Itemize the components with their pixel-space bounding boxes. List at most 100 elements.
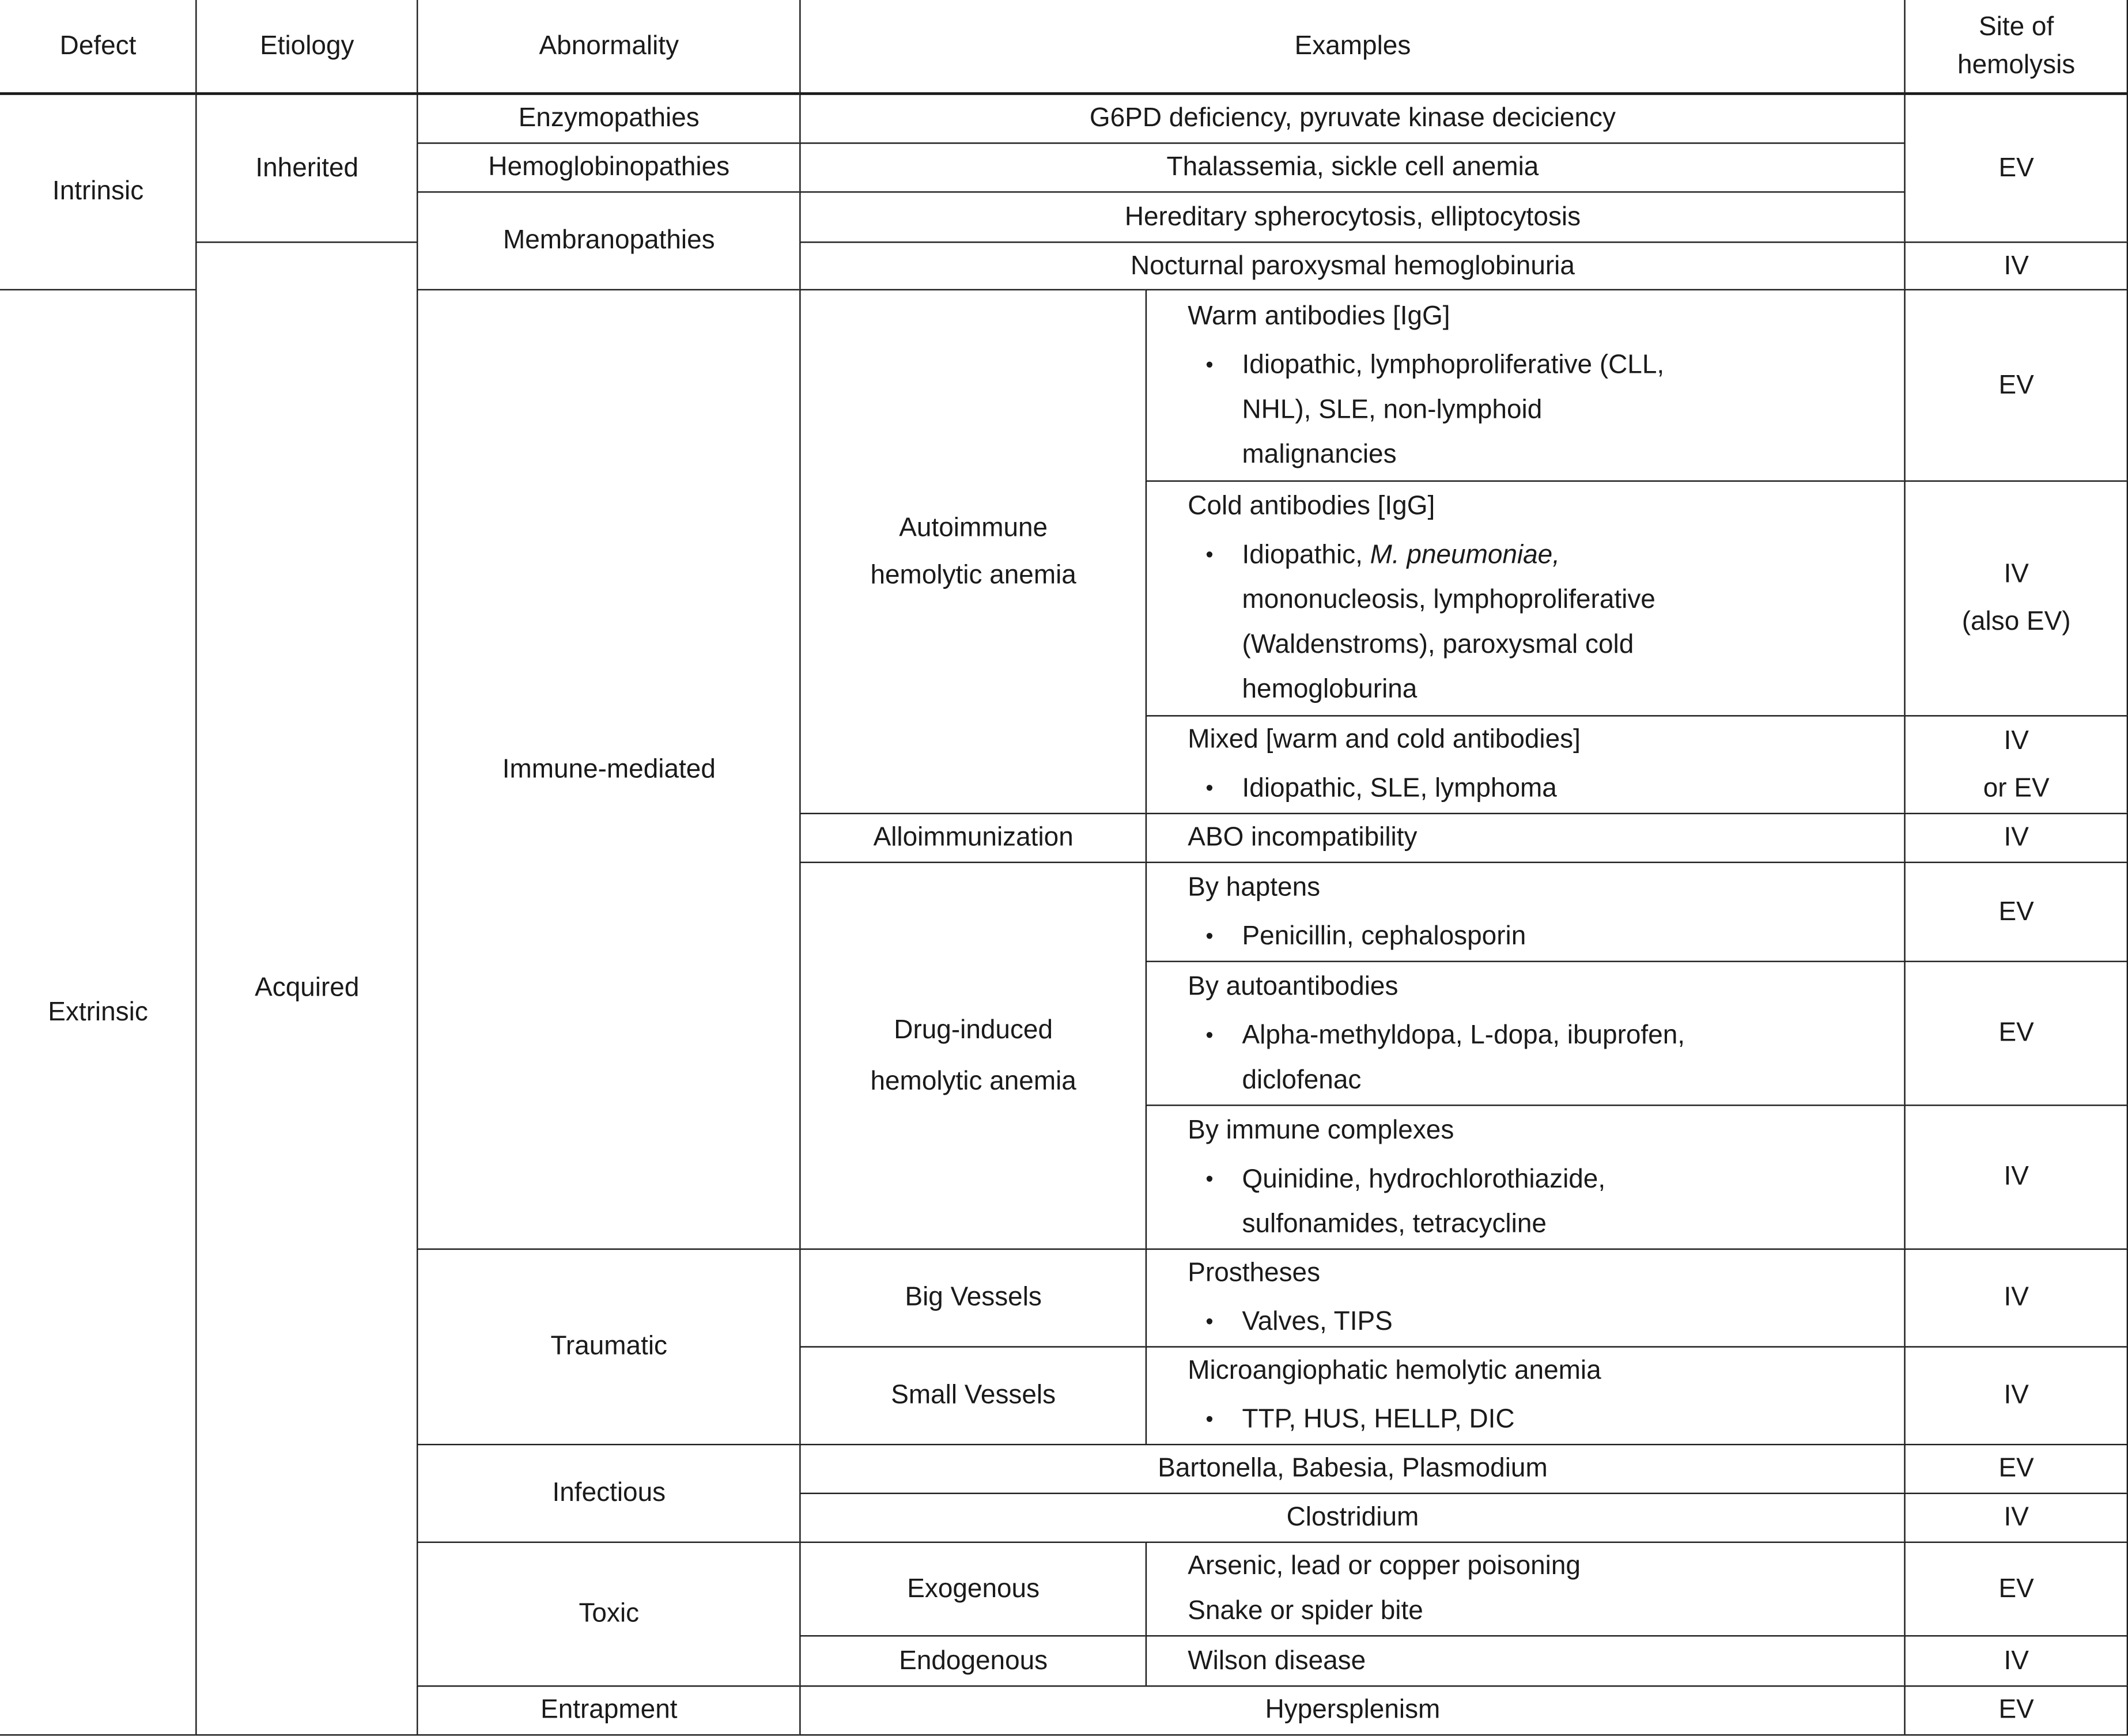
defect-intrinsic: Intrinsic [0, 93, 197, 291]
cell-text: Idiopathic, M. pneumoniae, [1242, 534, 1655, 578]
site-entrapment: EV [1904, 1685, 2128, 1736]
cell-text: Small Vessels [891, 1380, 1056, 1410]
cell-text: Membranopathies [502, 225, 715, 256]
bullet-item: • TTP, HUS, HELLP, DIC [1177, 1398, 1514, 1443]
cell-text: G6PD deficiency, pyruvate kinase decicie… [1089, 103, 1616, 134]
cell-text: Penicillin, cephalosporin [1242, 921, 1526, 951]
abnormality-traumatic: Traumatic [417, 1249, 802, 1446]
example-heading: Mixed [warm and cold antibodies] [1188, 725, 1581, 755]
header-text: Etiology [260, 31, 354, 61]
example-heading: Warm antibodies [IgG] [1188, 301, 1450, 331]
cell-text: Entrapment [540, 1695, 678, 1725]
defect-extrinsic: Extrinsic [0, 289, 197, 1736]
cell-text: Thalassemia, sickle cell anemia [1166, 152, 1539, 183]
bullet-item: • Idiopathic, M. pneumoniae, mononucleosis… [1177, 534, 1655, 713]
example-clostridium: Clostridium [799, 1493, 1906, 1544]
cell-text: malignancies [1242, 439, 1397, 470]
cell-text: Idiopathic, lymphoproliferative (CLL, [1242, 349, 1665, 380]
etiology-acquired: Acquired [195, 241, 418, 1736]
site-value: EV [1998, 1574, 2034, 1604]
cell-text: Snake or spider bite [1188, 1596, 1423, 1627]
abnormality-enzymopathies: Enzymopathies [417, 93, 802, 145]
example-heading: By haptens [1188, 872, 1321, 902]
cell-text: Alpha-methyldopa, L-dopa, ibuprofen, [1242, 1020, 1685, 1050]
cell-text: ABO incompatibility [1188, 822, 1418, 853]
subtype-big-vessels: Big Vessels [799, 1249, 1147, 1348]
example-cold: Cold antibodies [IgG] • Idiopathic, M. pn… [1146, 481, 1906, 717]
header-defect: Defect [0, 0, 197, 96]
cell-text: Idiopathic, SLE, lymphoma [1242, 773, 1557, 804]
header-abnormality: Abnormality [417, 0, 802, 96]
site-inherited: EV [1904, 93, 2128, 244]
site-value: EV [1998, 897, 2034, 926]
cell-text: Idiopathic, [1242, 540, 1370, 570]
site-abo: IV [1904, 813, 2128, 864]
cell-text: hemolytic anemia [870, 1066, 1076, 1097]
cell-text: NHL), SLE, non-lymphoid [1242, 394, 1543, 425]
site-value: EV [1998, 370, 2034, 400]
site-pnh: IV [1904, 241, 2128, 291]
subtype-small-vessels: Small Vessels [799, 1346, 1147, 1446]
site-exogenous: EV [1904, 1542, 2128, 1637]
cell-text: sulfonamides, tetracycline [1242, 1208, 1547, 1239]
bullet-icon: • [1205, 778, 1214, 801]
site-value: IV [2004, 1162, 2029, 1192]
cell-text: Valves, TIPS [1242, 1307, 1393, 1337]
example-microangiopathic: Microangiophatic hemolytic anemia • TTP, … [1146, 1346, 1906, 1446]
site-value: IV [2004, 725, 2029, 756]
site-value: IV [2004, 822, 2029, 853]
site-small-vessels: IV [1904, 1346, 2128, 1446]
example-heading: Microangiophatic hemolytic anemia [1188, 1356, 1601, 1386]
abnormality-infectious: Infectious [417, 1444, 802, 1544]
cell-text: Intrinsic [52, 176, 144, 207]
example-pnh: Nocturnal paroxysmal hemoglobinuria [799, 241, 1906, 291]
site-bartonella: EV [1904, 1444, 2128, 1495]
site-haptens: EV [1904, 862, 2128, 963]
site-value: IV [2004, 251, 2029, 281]
site-value: EV [1998, 1453, 2034, 1484]
cell-text: Infectious [552, 1478, 666, 1508]
example-mixed: Mixed [warm and cold antibodies] • Idiopa… [1146, 715, 1906, 815]
site-value: IV [2004, 1380, 2029, 1410]
example-bartonella: Bartonella, Babesia, Plasmodium [799, 1444, 1906, 1495]
subtype-exogenous: Exogenous [799, 1542, 1147, 1637]
example-wilson: Wilson disease [1146, 1635, 1906, 1688]
cell-text: Big Vessels [905, 1283, 1042, 1313]
example-abo: ABO incompatibility [1146, 813, 1906, 864]
header-text: Defect [59, 31, 137, 61]
example-heading: Cold antibodies [IgG] [1188, 491, 1435, 521]
cell-text: Drug-induced [894, 1015, 1053, 1046]
site-value: EV [1998, 1018, 2034, 1048]
subtype-drug: Drug-induced hemolytic anemia [799, 862, 1147, 1250]
cell-text: Toxic [579, 1598, 640, 1629]
cell-text: Hereditary spherocytosis, elliptocytosis [1124, 202, 1581, 232]
cell-text: mononucleosis, lymphoproliferative [1242, 585, 1655, 615]
example-haptens: By haptens • Penicillin, cephalosporin [1146, 862, 1906, 963]
cell-text: Extrinsic [48, 997, 148, 1027]
cell-text: Clostridium [1286, 1502, 1419, 1533]
bullet-icon: • [1205, 925, 1214, 948]
bullet-icon: • [1205, 1409, 1214, 1432]
header-text: Abnormality [539, 31, 679, 61]
bullet-item: • Penicillin, cephalosporin [1177, 914, 1526, 959]
cell-text: (Waldenstroms), paroxysmal cold [1242, 630, 1634, 660]
example-g6pd: G6PD deficiency, pyruvate kinase decicie… [799, 93, 1906, 145]
site-value: IV [2004, 1646, 2029, 1676]
example-heading: By autoantibodies [1188, 971, 1398, 1001]
site-value: IV [2004, 559, 2029, 589]
bullet-item: • Idiopathic, SLE, lymphoma [1177, 767, 1556, 812]
subtype-alloimmunization: Alloimmunization [799, 813, 1147, 864]
example-spherocytosis: Hereditary spherocytosis, elliptocytosis [799, 191, 1906, 244]
abnormality-entrapment: Entrapment [417, 1685, 802, 1736]
cell-text: Quinidine, hydrochlorothiazide, [1242, 1164, 1606, 1194]
example-immune-complexes: By immune complexes • Quinidine, hydrochl… [1146, 1105, 1906, 1250]
example-hypersplenism: Hypersplenism [799, 1685, 1906, 1736]
header-etiology: Etiology [195, 0, 418, 96]
abnormality-toxic: Toxic [417, 1542, 802, 1688]
bullet-icon: • [1205, 1168, 1214, 1192]
bullet-item: • Alpha-methyldopa, L-dopa, ibuprofen, dic… [1177, 1013, 1685, 1103]
example-heading: Prostheses [1188, 1258, 1321, 1288]
abnormality-membranopathies: Membranopathies [417, 191, 802, 291]
header-site: Site of hemolysis [1904, 0, 2128, 96]
